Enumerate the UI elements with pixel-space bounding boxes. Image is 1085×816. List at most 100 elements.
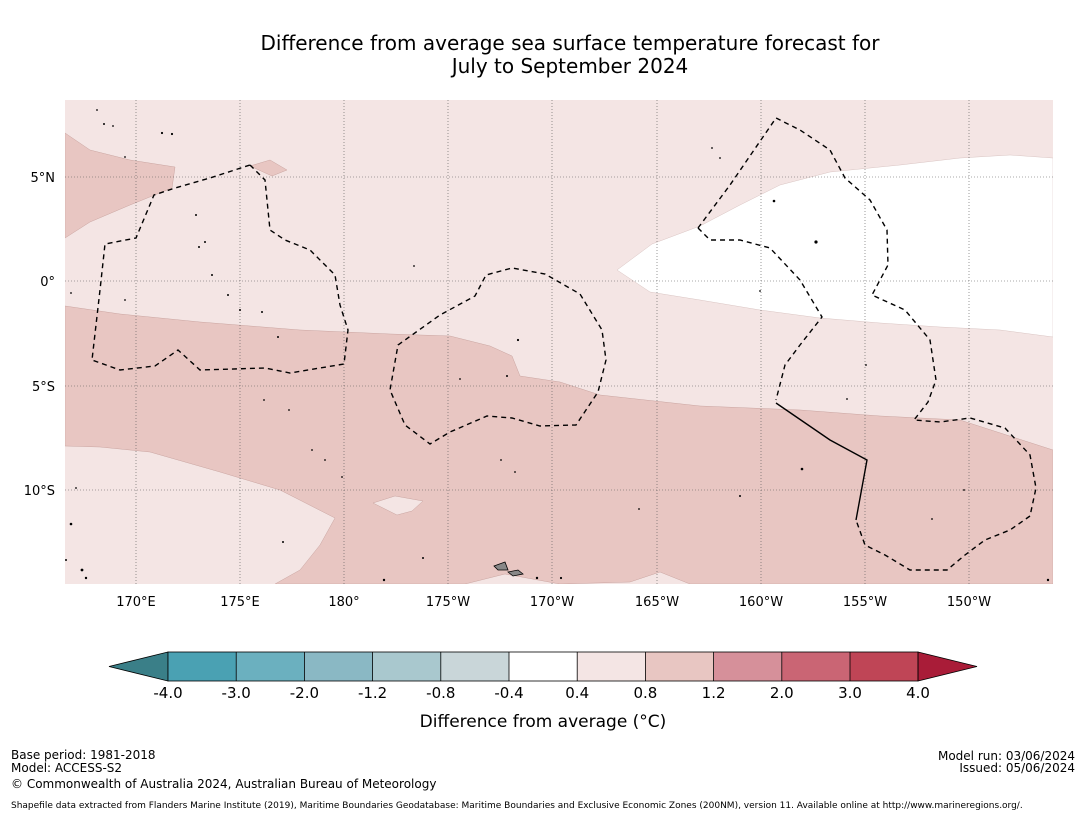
colorbar-segment <box>645 652 714 681</box>
island-dot <box>198 246 200 248</box>
island-group-atoll <box>493 561 509 571</box>
colorbar-segment <box>713 652 782 681</box>
island-dot <box>739 495 741 497</box>
island-dot <box>711 147 713 149</box>
island-dot <box>70 292 72 294</box>
colorbar-extend-min <box>108 651 169 682</box>
island-dot <box>1046 578 1050 582</box>
colorbar-tick-label: -0.4 <box>494 684 523 702</box>
island-dot <box>963 489 965 491</box>
island-dot <box>341 476 343 478</box>
lon-label-175e: 175°E <box>220 595 260 610</box>
island-dot <box>865 364 867 366</box>
island-dot <box>227 294 229 296</box>
island-dot <box>382 578 386 582</box>
colorbar-tick-label: -2.0 <box>290 684 319 702</box>
lon-label-170w: 170°W <box>530 595 574 610</box>
island-dot <box>931 518 933 520</box>
anomaly-region-0-8-to-1-2-patch <box>249 159 288 177</box>
island-dot <box>195 214 197 216</box>
island-dot <box>459 378 461 380</box>
island-dot <box>282 541 284 543</box>
eez-boundary-central <box>389 267 607 445</box>
colorbar-segment <box>304 652 373 681</box>
colorbar-segment <box>509 652 578 681</box>
footer-copyright: © Commonwealth of Australia 2024, Austra… <box>11 777 437 791</box>
lat-label-5n: 5°N <box>31 171 56 186</box>
colorbar: -4.0 -3.0 -2.0 -1.2 -0.8 -0.4 0.4 0.8 1.… <box>108 651 978 732</box>
island-dot <box>638 508 640 510</box>
lat-label-10s: 10°S <box>24 484 55 499</box>
colorbar-dividers <box>235 652 851 681</box>
island-dot <box>263 399 265 401</box>
lon-label-180: 180° <box>328 595 359 610</box>
map-panel: 5°N 0° 5°S 10°S 170°E 175°E 180° 175°W 1… <box>24 100 1053 610</box>
colorbar-tick-label: -4.0 <box>153 684 182 702</box>
footer-shapefile-credit: Shapefile data extracted from Flanders M… <box>11 801 1023 811</box>
colorbar-tick-label: -1.2 <box>358 684 387 702</box>
island-dot <box>112 125 114 127</box>
lon-label-160w: 160°W <box>739 595 783 610</box>
island-dot <box>288 409 290 411</box>
lat-label-0: 0° <box>40 275 55 290</box>
footer-model: Model: ACCESS-S2 <box>11 761 123 775</box>
island-dot <box>277 336 279 338</box>
island-dot <box>84 576 88 580</box>
island-dot <box>96 109 98 111</box>
lon-label-175w: 175°W <box>426 595 470 610</box>
eez-boundary-east <box>697 117 1037 571</box>
island-dot <box>422 557 424 559</box>
anomaly-region-light-patch <box>372 495 424 516</box>
anomaly-region-neutral <box>616 154 1053 338</box>
colorbar-outline <box>167 651 919 682</box>
island-dot <box>413 265 415 267</box>
island-dot <box>324 459 326 461</box>
colorbar-tick-label: 4.0 <box>906 684 930 702</box>
island-dot <box>516 338 520 342</box>
island-dot <box>160 131 164 135</box>
colorbar-segment <box>577 652 646 681</box>
colorbar-segment <box>440 652 509 681</box>
anomaly-region-0-8-to-1-2-northwest <box>65 132 176 239</box>
island-dot <box>69 522 73 526</box>
lat-label-5s: 5°S <box>32 380 55 395</box>
colorbar-tick-label: 0.8 <box>633 684 657 702</box>
island-group-atoll <box>507 569 524 577</box>
island-dot <box>204 241 206 243</box>
colorbar-tick-label: 2.0 <box>770 684 794 702</box>
island-dot <box>211 274 213 276</box>
island-dot <box>170 132 174 136</box>
colorbar-segment <box>168 652 237 681</box>
colorbar-tick-label: 3.0 <box>838 684 862 702</box>
anomaly-region-0-8-to-1-2-south <box>65 305 1053 584</box>
colorbar-extend-max <box>917 651 978 682</box>
island-dot <box>800 467 804 471</box>
island-dot <box>261 311 263 313</box>
island-dot <box>500 459 502 461</box>
island-dot <box>772 199 776 203</box>
island-dot <box>514 471 516 473</box>
lon-label-165w: 165°W <box>635 595 679 610</box>
island-dot <box>506 375 508 377</box>
island-dot <box>103 123 105 125</box>
island-dot <box>814 240 818 244</box>
island-dot <box>65 559 67 561</box>
island-dot <box>124 156 126 158</box>
footer-issued: Issued: 05/06/2024 <box>959 761 1075 775</box>
island-dot <box>311 449 313 451</box>
eez-boundary-east-inner <box>697 227 823 401</box>
colorbar-title: Difference from average (°C) <box>420 712 667 732</box>
lon-label-150w: 150°W <box>947 595 991 610</box>
island-dot <box>759 290 761 292</box>
colorbar-segment <box>781 652 850 681</box>
longitude-labels: 170°E 175°E 180° 175°W 170°W 165°W 160°W… <box>116 595 991 610</box>
colorbar-segment <box>850 652 918 681</box>
island-dot <box>124 299 126 301</box>
island-dot <box>559 576 563 580</box>
island-dot <box>239 309 241 311</box>
lon-label-170e: 170°E <box>116 595 156 610</box>
map-title-line-2: July to September 2024 <box>450 54 689 78</box>
island-dot <box>846 398 848 400</box>
island-dot <box>719 157 721 159</box>
